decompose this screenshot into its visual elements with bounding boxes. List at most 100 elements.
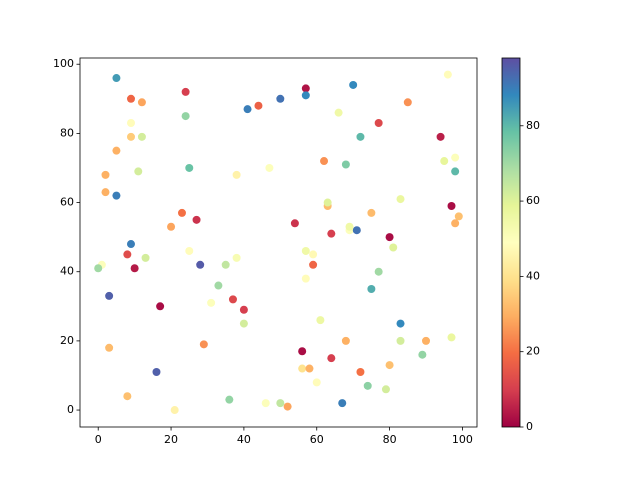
point: [436, 132, 445, 141]
point: [356, 132, 365, 141]
point: [156, 302, 165, 311]
point: [385, 361, 394, 370]
y-tick-label: 40: [60, 265, 74, 278]
point: [126, 94, 135, 103]
point: [374, 267, 383, 276]
point: [327, 354, 336, 363]
x-tick-label: 100: [452, 433, 473, 446]
point: [94, 264, 103, 273]
point: [232, 253, 241, 262]
point: [192, 215, 201, 224]
x-tick-label: 0: [95, 433, 102, 446]
point: [334, 108, 343, 117]
plot-frame: [79, 57, 478, 428]
point: [141, 253, 150, 262]
point: [381, 385, 390, 394]
x-tick-label: 40: [237, 433, 251, 446]
point: [290, 219, 299, 228]
x-tick-label: 20: [164, 433, 178, 446]
x-tick-label: 80: [383, 433, 397, 446]
point: [338, 399, 347, 408]
point: [137, 98, 146, 107]
point: [316, 316, 325, 325]
point: [447, 333, 456, 342]
point: [225, 395, 234, 404]
point: [126, 119, 135, 128]
point: [301, 91, 310, 100]
point: [374, 119, 383, 128]
point: [301, 84, 310, 93]
point: [403, 98, 412, 107]
point: [451, 219, 460, 228]
point: [276, 399, 285, 408]
point: [352, 226, 361, 235]
point: [207, 298, 216, 307]
point: [389, 243, 398, 252]
point: [243, 105, 252, 114]
point: [185, 246, 194, 255]
point: [312, 378, 321, 387]
point: [221, 260, 230, 269]
colorbar-tick-label: 80: [526, 119, 540, 132]
point: [367, 208, 376, 217]
point: [341, 336, 350, 345]
colorbar-tick-label: 40: [526, 269, 540, 282]
point: [320, 157, 329, 166]
point: [126, 132, 135, 141]
point: [167, 222, 176, 231]
point: [130, 264, 139, 273]
point: [185, 163, 194, 172]
point: [323, 198, 332, 207]
point: [367, 285, 376, 294]
point: [134, 167, 143, 176]
point: [123, 250, 132, 259]
y-tick-label: 20: [60, 334, 74, 347]
point: [101, 170, 110, 179]
point: [422, 336, 431, 345]
point: [443, 70, 452, 79]
point: [301, 274, 310, 283]
point: [454, 212, 463, 221]
point: [239, 305, 248, 314]
point: [181, 112, 190, 121]
point: [112, 74, 121, 83]
point: [363, 381, 372, 390]
point: [254, 101, 263, 110]
y-tick-label: 60: [60, 196, 74, 209]
point: [137, 132, 146, 141]
y-tick-label: 0: [67, 403, 74, 416]
point: [239, 319, 248, 328]
point: [396, 195, 405, 204]
point: [199, 340, 208, 349]
point: [112, 191, 121, 200]
point: [298, 364, 307, 373]
point: [261, 399, 270, 408]
x-tick-label: 60: [310, 433, 324, 446]
point: [309, 260, 318, 269]
point: [101, 188, 110, 197]
point: [396, 319, 405, 328]
y-tick-label: 100: [53, 57, 74, 70]
colorbar-tick-label: 0: [526, 420, 533, 433]
colorbar-tick-label: 60: [526, 194, 540, 207]
point: [276, 94, 285, 103]
point: [170, 406, 179, 415]
point: [298, 347, 307, 356]
point: [447, 202, 456, 211]
point: [181, 87, 190, 96]
point: [152, 368, 161, 377]
point: [301, 246, 310, 255]
point: [451, 167, 460, 176]
point: [126, 240, 135, 249]
point: [418, 350, 427, 359]
point: [305, 364, 314, 373]
point: [232, 170, 241, 179]
point: [214, 281, 223, 290]
point: [349, 80, 358, 89]
point: [265, 163, 274, 172]
point: [105, 291, 114, 300]
point: [396, 336, 405, 345]
point: [385, 233, 394, 242]
point: [356, 368, 365, 377]
